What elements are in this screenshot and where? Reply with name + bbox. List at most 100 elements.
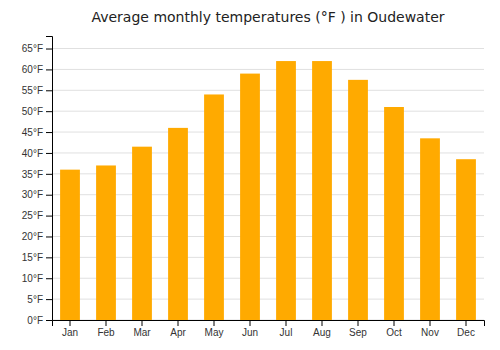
tick: 5°F (27, 294, 52, 305)
tick-label: Feb (97, 327, 115, 338)
tick-mark (46, 111, 52, 112)
tick: Jul (280, 320, 293, 338)
tick-mark (46, 49, 52, 50)
tick-label: Jun (242, 327, 258, 338)
tick-mark (286, 320, 287, 326)
tick-mark (46, 195, 52, 196)
tick-label: 50°F (22, 106, 43, 117)
tick-label: Oct (386, 327, 402, 338)
tick: Sep (349, 320, 367, 338)
tick: Feb (97, 320, 115, 338)
tick: 0°F (27, 315, 52, 326)
grid-line (52, 152, 484, 153)
tick-label: 15°F (22, 252, 43, 263)
x-axis: Jan Feb Mar Apr May Jun Jul Aug Sep Oct Nov Dec (53, 320, 485, 338)
tick-mark (46, 257, 52, 258)
tick-label: Apr (170, 327, 186, 338)
tick-mark (394, 320, 395, 326)
bar (384, 107, 404, 320)
bar (276, 61, 296, 320)
tick: 15°F (22, 252, 52, 263)
grid-line (52, 69, 484, 70)
tick-mark (358, 320, 359, 326)
tick-label: 5°F (27, 294, 43, 305)
tick: 35°F (22, 169, 52, 180)
tick-mark (46, 299, 52, 300)
tick-label: 35°F (22, 169, 43, 180)
tick-label: Mar (133, 327, 151, 338)
y-axis: 0°F 5°F 10°F 15°F 20°F 25°F 30°F 35°F 40°F 45°F 50… (22, 37, 53, 326)
bar (240, 74, 260, 320)
tick: 30°F (22, 189, 52, 200)
grid-line (52, 194, 484, 195)
bars (60, 61, 476, 320)
tick-label: Aug (313, 327, 331, 338)
plot: 0°F 5°F 10°F 15°F 20°F 25°F 30°F 35°F 40°F 45°F 50… (22, 37, 485, 339)
grid-line (52, 257, 484, 258)
bar (168, 128, 188, 320)
tick-label: 20°F (22, 231, 43, 242)
tick: 60°F (22, 64, 52, 75)
tick-mark (106, 320, 107, 326)
tick-label: 45°F (22, 127, 43, 138)
tick: 50°F (22, 106, 52, 117)
tick: 10°F (22, 273, 52, 284)
tick-mark (46, 236, 52, 237)
tick-mark (142, 320, 143, 326)
axis-line (53, 321, 485, 327)
tick-label: 65°F (22, 43, 43, 54)
title: Average monthly temperatures (°F ) in Ou… (91, 9, 444, 25)
tick: 55°F (22, 85, 52, 96)
axis-line (46, 37, 53, 321)
tick: 25°F (22, 210, 52, 221)
grid-line (52, 278, 484, 279)
tick-mark (46, 153, 52, 154)
tick-mark (430, 320, 431, 326)
tick: Aug (313, 320, 331, 338)
tick-mark (46, 132, 52, 133)
bar (204, 94, 224, 320)
tick: Nov (421, 320, 439, 338)
tick-label: 55°F (22, 85, 43, 96)
tick: 65°F (22, 43, 52, 54)
tick-mark (466, 320, 467, 326)
tick-label: Sep (349, 327, 367, 338)
bar (456, 159, 476, 320)
tick: Dec (457, 320, 475, 338)
tick: Oct (386, 320, 402, 338)
tick: Apr (170, 320, 186, 338)
tick-mark (46, 90, 52, 91)
tick: Jun (242, 320, 258, 338)
bar (132, 147, 152, 320)
bar (96, 165, 116, 320)
tick-label: 25°F (22, 210, 43, 221)
tick-mark (46, 69, 52, 70)
grid-line (52, 236, 484, 237)
tick-label: 10°F (22, 273, 43, 284)
bar (60, 170, 80, 320)
tick: 40°F (22, 148, 52, 159)
tick-label: Jul (280, 327, 293, 338)
tick-label: 0°F (27, 315, 43, 326)
tick-label: 30°F (22, 189, 43, 200)
bar (348, 80, 368, 320)
tick: Mar (133, 320, 151, 338)
tick-label: Jan (62, 327, 78, 338)
grid-line (52, 90, 484, 91)
tick-mark (46, 320, 52, 321)
tick-label: 40°F (22, 148, 43, 159)
tick-mark (46, 278, 52, 279)
tick-label: Nov (421, 327, 439, 338)
grid-line (52, 215, 484, 216)
grid-line (52, 111, 484, 112)
bar (312, 61, 332, 320)
grid-line (52, 132, 484, 133)
tick-mark (46, 174, 52, 175)
tick-mark (214, 320, 215, 326)
grid-line (52, 173, 484, 174)
tick: May (205, 320, 224, 338)
tick-label: May (205, 327, 224, 338)
tick: Jan (62, 320, 78, 338)
tick-label: 60°F (22, 64, 43, 75)
tick-label: Dec (457, 327, 475, 338)
